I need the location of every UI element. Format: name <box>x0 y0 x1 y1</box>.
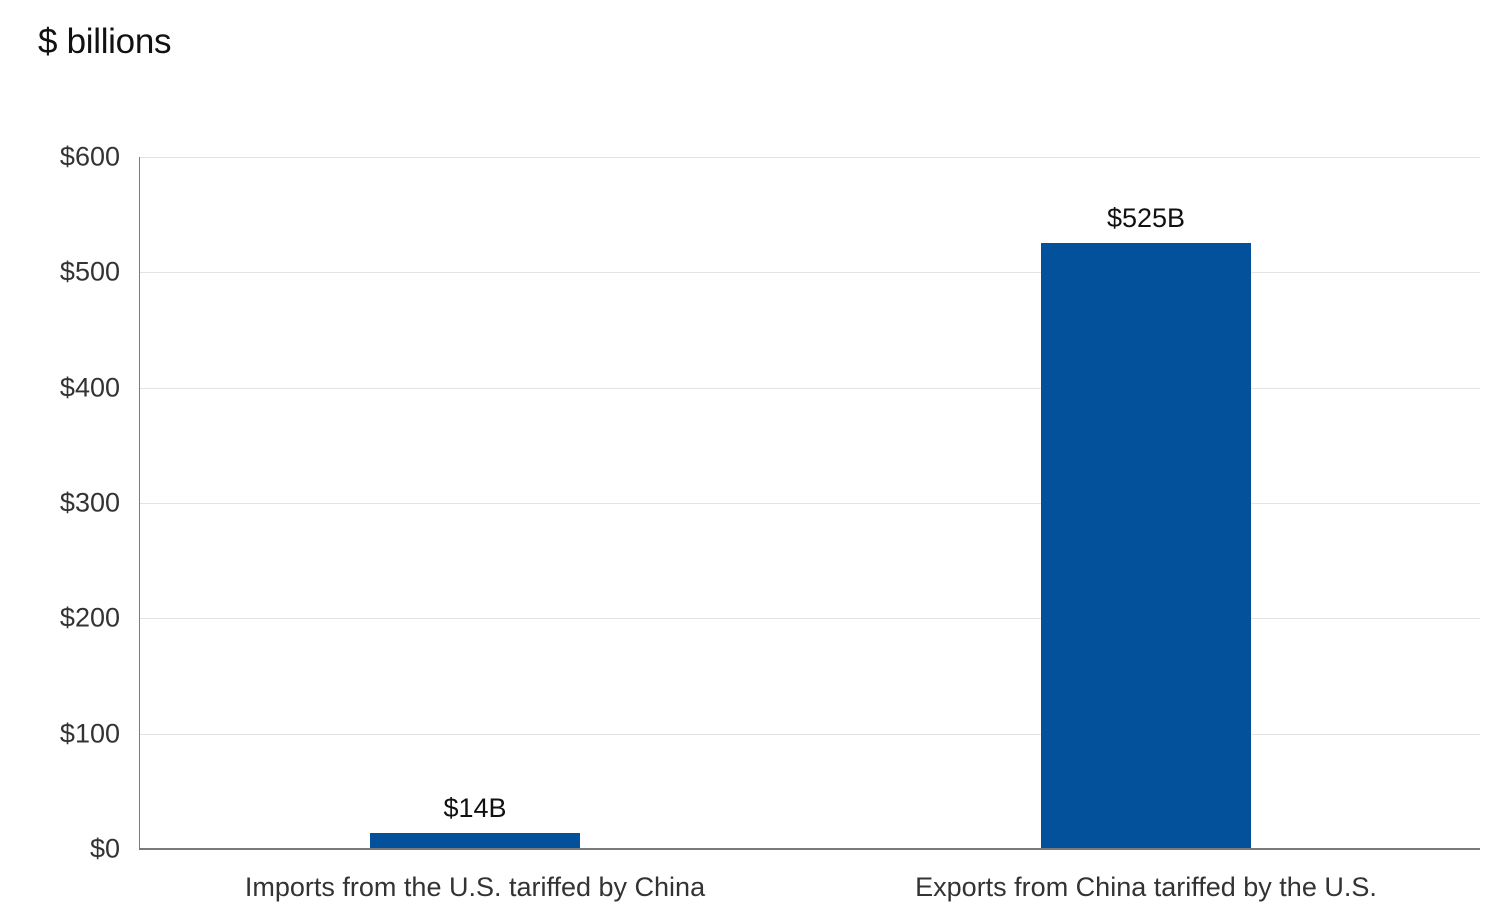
gridline <box>139 272 1480 273</box>
y-tick-label: $200 <box>59 602 120 633</box>
unit-title: $ billions <box>38 22 172 61</box>
bar-value-label: $14B <box>443 793 507 823</box>
x-category-label: Imports from the U.S. tariffed by China <box>244 872 706 902</box>
y-tick-label: $600 <box>59 141 120 172</box>
gridline <box>139 618 1480 619</box>
x-axis-line <box>139 848 1480 850</box>
x-category-label: Exports from China tariffed by the U.S. <box>915 872 1377 902</box>
y-tick-label: $100 <box>59 718 120 749</box>
y-tick-label: $400 <box>59 372 120 403</box>
bar-exports-from-china <box>1041 243 1251 849</box>
plot-area: $14B $525B <box>139 157 1480 850</box>
gridline <box>139 388 1480 389</box>
y-tick-label: $500 <box>59 256 120 287</box>
gridline <box>139 157 1480 158</box>
y-tick-label: $0 <box>89 833 120 864</box>
y-axis-line <box>139 157 140 849</box>
bar-imports-from-us <box>370 833 580 849</box>
gridline <box>139 503 1480 504</box>
y-tick-label: $300 <box>59 487 120 518</box>
bar-value-label: $525B <box>1106 203 1186 233</box>
gridline <box>139 734 1480 735</box>
